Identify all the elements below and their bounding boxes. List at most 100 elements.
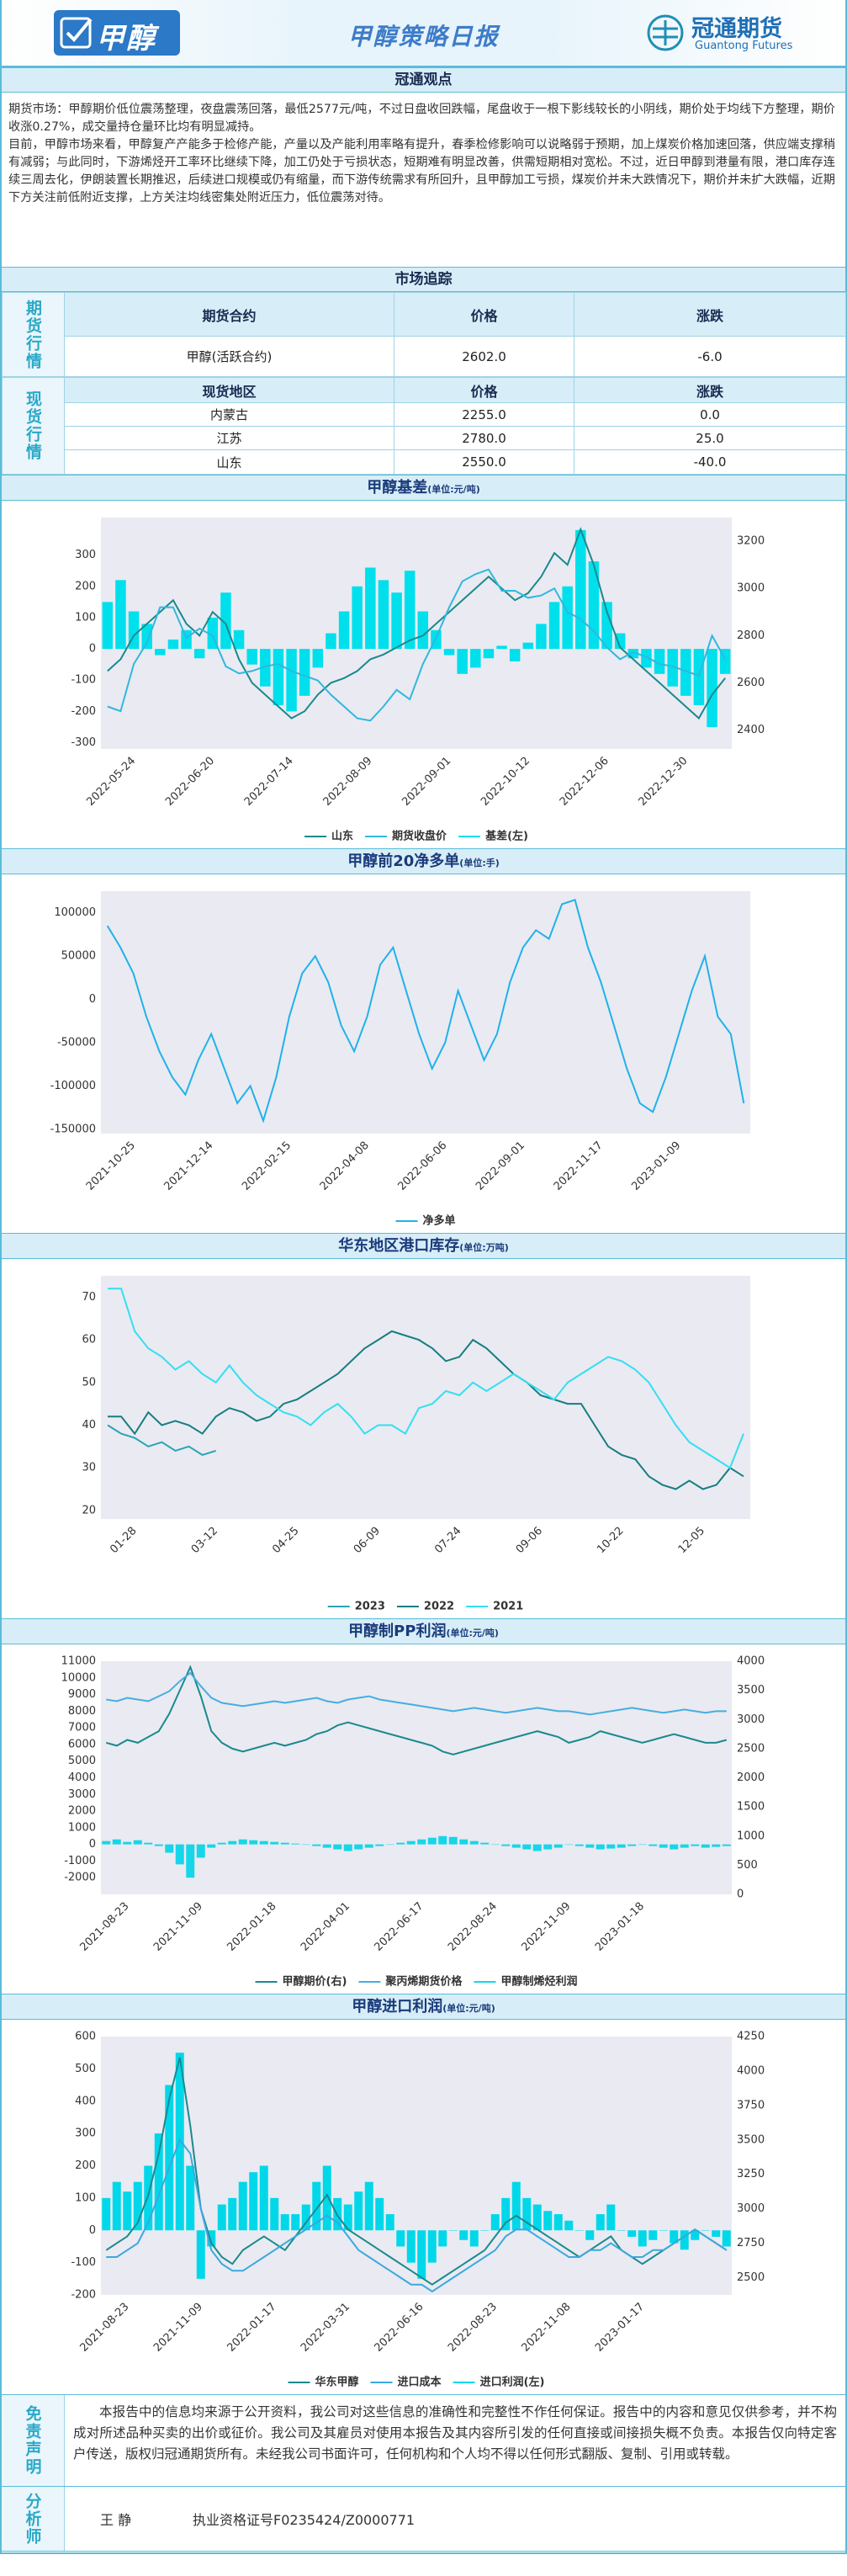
x-tick-label: 04-25 xyxy=(270,1525,301,1556)
y-tick-label: -200 xyxy=(71,705,96,718)
bar xyxy=(115,580,126,650)
x-tick-label: 2022-06-06 xyxy=(395,1139,449,1193)
bar xyxy=(385,1844,394,1846)
bar xyxy=(483,649,495,659)
legend-label: 聚丙烯期货价格 xyxy=(384,1975,463,1989)
table-cell: -6.0 xyxy=(574,336,846,377)
chart-title: 甲醇前20净多单 xyxy=(347,852,460,870)
bar xyxy=(338,611,350,650)
x-tick-label: 2022-12-06 xyxy=(558,755,611,809)
bar xyxy=(260,649,271,687)
bar xyxy=(385,2214,394,2231)
legend-label: 2022 xyxy=(424,1601,454,1613)
y-tick-label: 60 xyxy=(82,1334,96,1346)
y2-tick-label: 3500 xyxy=(737,1684,765,1697)
bar xyxy=(238,1839,247,1845)
legend-label: 山东 xyxy=(331,830,353,843)
x-tick-label: 2022-02-15 xyxy=(240,1139,294,1193)
bar xyxy=(312,1844,321,1846)
bar xyxy=(691,2230,700,2240)
bar xyxy=(396,2230,405,2247)
bar xyxy=(712,1844,721,1847)
y-tick-label: 100 xyxy=(75,611,96,624)
bar xyxy=(667,649,678,687)
table-cell: 内蒙古 xyxy=(64,402,394,427)
y-tick-label: -100 xyxy=(71,674,96,687)
x-tick-label: 03-12 xyxy=(189,1525,220,1556)
bar xyxy=(522,2197,532,2231)
table-header: 现货地区 xyxy=(64,377,394,403)
bar xyxy=(501,1844,511,1846)
bar xyxy=(133,2181,142,2231)
bar xyxy=(648,2230,658,2240)
y-tick-label: -200 xyxy=(71,2289,96,2302)
y-tick-label: 8000 xyxy=(68,1705,96,1718)
chart-subtitle: (单位:元/吨) xyxy=(442,2003,495,2014)
x-tick-label: 2022-09-01 xyxy=(400,755,453,809)
bar xyxy=(670,2230,679,2244)
bar xyxy=(617,1844,626,1848)
bar xyxy=(246,649,257,665)
y2-tick-label: 2600 xyxy=(737,677,765,689)
bar xyxy=(270,2197,279,2231)
y-tick-label: 70 xyxy=(82,1291,96,1304)
y2-tick-label: 3000 xyxy=(737,1713,765,1726)
y2-tick-label: 4000 xyxy=(737,1655,765,1668)
y-tick-label: 100000 xyxy=(54,906,96,919)
bar xyxy=(722,1844,731,1846)
y-tick-label: 300 xyxy=(75,2127,96,2140)
x-tick-label: 2022-04-08 xyxy=(318,1139,372,1193)
series-line xyxy=(107,568,727,722)
legend-label: 甲醇期价(右) xyxy=(283,1975,347,1989)
chart-title: 甲醇基差 xyxy=(367,479,428,497)
bar xyxy=(712,2230,721,2237)
plot-area xyxy=(101,891,750,1134)
bar xyxy=(680,649,691,696)
bar xyxy=(641,649,652,668)
bar xyxy=(102,2197,111,2231)
x-tick-label: 2022-01-17 xyxy=(225,2301,279,2355)
bar xyxy=(396,1842,405,1845)
bar xyxy=(217,2204,226,2231)
paragraph: 目前，甲醇市场来看，甲醇复产产能多于检修产能，产量以及产能利用率略有提升，春季检… xyxy=(8,138,835,204)
bar xyxy=(186,2165,195,2231)
bar xyxy=(196,1844,205,1858)
bar xyxy=(270,1841,279,1845)
bar xyxy=(469,2230,479,2247)
y-tick-label: -150000 xyxy=(50,1123,96,1135)
y2-tick-label: 3500 xyxy=(737,2133,765,2146)
y2-tick-label: 3200 xyxy=(737,535,765,548)
bar xyxy=(480,1842,490,1845)
x-tick-label: 2021-08-23 xyxy=(78,2301,132,2355)
bar xyxy=(175,1844,184,1865)
bar xyxy=(438,1835,447,1845)
y-tick-label: 11000 xyxy=(61,1655,96,1668)
bar xyxy=(601,602,612,650)
table-cell: 2550.0 xyxy=(394,449,574,475)
bar xyxy=(457,649,468,674)
y-tick-label: 10000 xyxy=(61,1671,96,1684)
x-tick-label: 2022-05-24 xyxy=(84,755,138,809)
bar xyxy=(333,1844,342,1850)
bar xyxy=(638,2230,647,2247)
report-title: 甲醇策略日报 xyxy=(347,23,500,50)
chart-subtitle: (单位:万吨) xyxy=(459,1242,509,1253)
bar xyxy=(133,1840,142,1845)
bar xyxy=(228,2197,237,2231)
y-tick-label: 0 xyxy=(89,993,96,1006)
bar xyxy=(141,624,152,650)
y2-tick-label: 2000 xyxy=(737,1771,765,1784)
bar xyxy=(280,2214,289,2231)
y-tick-label: 50000 xyxy=(61,950,96,963)
bar xyxy=(375,2197,384,2231)
bar xyxy=(680,1844,689,1848)
bar xyxy=(522,1844,532,1850)
y-tick-label: 500 xyxy=(75,2063,96,2075)
bar xyxy=(406,2230,416,2263)
x-tick-label: 2022-06-16 xyxy=(373,2301,426,2355)
plot-area xyxy=(101,518,732,749)
bar xyxy=(417,611,429,650)
bar xyxy=(123,1841,132,1845)
y-tick-label: 2000 xyxy=(68,1805,96,1818)
